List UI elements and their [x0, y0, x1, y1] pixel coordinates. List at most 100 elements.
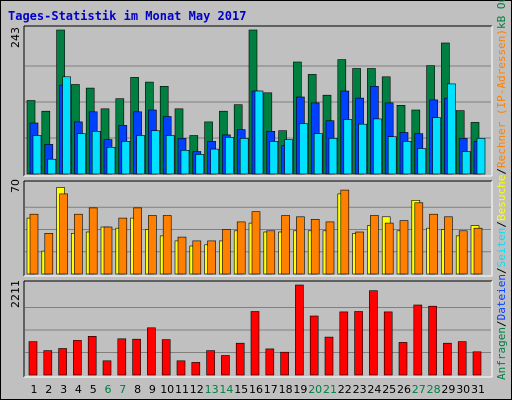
- hits-bar-seiten-day-15: [239, 138, 249, 175]
- hits-bar-seiten-day-1: [32, 135, 42, 175]
- day-label-1: 1: [31, 383, 38, 396]
- hits-bar-seiten-day-14: [225, 137, 234, 175]
- hits-bar-seiten-day-16: [254, 90, 264, 175]
- visits-ymax-label: 70: [9, 179, 22, 193]
- kbytes-bar-kb-f-day-27: [413, 304, 423, 376]
- day-label-29: 29: [441, 383, 455, 396]
- day-label-22: 22: [338, 383, 352, 396]
- visits-bar-rechner-ip-adressen--day-7: [118, 217, 128, 275]
- legend-segment: kB Out: [495, 0, 508, 29]
- day-label-28: 28: [427, 383, 441, 396]
- visits-bar-rechner-ip-adressen--day-17: [266, 230, 276, 275]
- legend: Anfragen/Dateien/Seiten/Besuche/Rechner …: [495, 0, 508, 380]
- chart-title: Tages-Statistik im Monat May 2017: [8, 9, 246, 23]
- legend-segment: Dateien: [495, 274, 508, 320]
- day-label-2: 2: [45, 383, 52, 396]
- kbytes-bar-kb-f-day-11: [176, 360, 186, 376]
- visits-bar-rechner-ip-adressen--day-5: [88, 207, 98, 275]
- hits-bar-seiten-day-5: [91, 131, 101, 175]
- day-label-8: 8: [134, 383, 141, 396]
- kbytes-bar-kb-f-day-20: [309, 315, 319, 376]
- visits-bar-rechner-ip-adressen--day-19: [296, 216, 305, 275]
- hits-bar-seiten-day-3: [62, 76, 71, 175]
- kbytes-bar-kb-f-day-31: [472, 351, 482, 376]
- visits-bar-rechner-ip-adressen--day-2: [44, 233, 54, 275]
- day-label-31: 31: [471, 383, 485, 396]
- kbytes-bar-kb-f-day-7: [117, 338, 127, 376]
- day-label-16: 16: [249, 383, 263, 396]
- visits-bar-rechner-ip-adressen--day-23: [355, 231, 364, 275]
- day-label-23: 23: [353, 383, 367, 396]
- kbytes-bar-kb-f-day-9: [147, 327, 156, 376]
- legend-segment: Besuche: [495, 175, 508, 221]
- visits-bar-rechner-ip-adressen--day-20: [310, 219, 320, 275]
- visits-bar-rechner-ip-adressen--day-15: [236, 221, 246, 275]
- hits-bar-seiten-day-23: [358, 123, 367, 175]
- kbytes-bar-kb-f-day-29: [443, 342, 452, 376]
- day-label-6: 6: [105, 383, 112, 396]
- kbytes-bar-kb-f-day-16: [250, 311, 260, 376]
- kbytes-bar-kb-f-day-30: [457, 341, 467, 376]
- day-label-17: 17: [264, 383, 278, 396]
- hits-bar-seiten-day-28: [432, 117, 441, 175]
- hits-bar-seiten-day-29: [447, 83, 456, 175]
- kbytes-bar-kb-f-day-19: [295, 284, 304, 376]
- visits-bar-rechner-ip-adressen--day-4: [74, 213, 83, 275]
- hits-bar-seiten-day-19: [299, 123, 308, 175]
- day-label-12: 12: [190, 383, 204, 396]
- visits-bar-rechner-ip-adressen--day-21: [325, 221, 335, 275]
- hits-bar-seiten-day-20: [313, 133, 323, 175]
- kbytes-ymax-label: 2211: [9, 280, 22, 308]
- visits-bar-rechner-ip-adressen--day-31: [473, 227, 483, 275]
- kbytes-bar-kb-f-day-13: [206, 350, 215, 376]
- hits-bar-seiten-day-10: [165, 135, 175, 175]
- visits-bar-rechner-ip-adressen--day-8: [133, 207, 142, 275]
- legend-segment: Rechner (IP-Adressen): [495, 29, 508, 168]
- legend-segment: /: [495, 221, 508, 228]
- day-label-13: 13: [205, 383, 219, 396]
- hits-bar-seiten-day-31: [476, 138, 486, 175]
- day-label-18: 18: [279, 383, 293, 396]
- visits-bar-rechner-ip-adressen--day-29: [444, 216, 453, 275]
- kbytes-bar-kb-f-day-18: [280, 351, 289, 376]
- hits-bar-seiten-day-11: [180, 150, 190, 175]
- kbytes-bar-kb-f-day-6: [102, 360, 112, 376]
- visits-bar-rechner-ip-adressen--day-9: [148, 215, 157, 275]
- visits-panel: [23, 180, 493, 277]
- kbytes-bar-kb-f-day-8: [132, 338, 141, 376]
- legend-segment: /: [495, 267, 508, 274]
- hits-bar-seiten-day-2: [47, 158, 57, 175]
- day-label-10: 10: [160, 383, 174, 396]
- day-label-5: 5: [90, 383, 97, 396]
- visits-bar-rechner-ip-adressen--day-14: [222, 229, 231, 275]
- day-labels: 1 2 3 4 5 6 7 8 9 10 11 12 13 14 15 16 17 18 19 20 21 22 23 24 2…: [31, 383, 486, 396]
- kbytes-bar-kb-f-day-5: [87, 335, 97, 376]
- hits-bar-seiten-day-18: [284, 139, 293, 175]
- hits-ymax-label: 243: [9, 27, 22, 48]
- visits-bar-rechner-ip-adressen--day-27: [414, 202, 424, 275]
- visits-bar-rechner-ip-adressen--day-1: [29, 213, 39, 275]
- day-label-20: 20: [308, 383, 322, 396]
- visits-bar-rechner-ip-adressen--day-22: [340, 189, 350, 275]
- visits-bar-rechner-ip-adressen--day-28: [429, 213, 438, 275]
- legend-segment: /: [495, 320, 508, 327]
- kbytes-bar-kb-f-day-21: [324, 336, 334, 376]
- day-label-24: 24: [367, 383, 381, 396]
- visits-bar-rechner-ip-adressen--day-30: [458, 230, 468, 275]
- hits-panel: [23, 25, 493, 177]
- legend-segment: Seiten: [495, 228, 508, 268]
- kbytes-bar-kb-f-day-25: [383, 311, 393, 376]
- visits-bar-rechner-ip-adressen--day-16: [251, 211, 261, 275]
- kbytes-bar-kb-f-day-24: [369, 290, 378, 376]
- hits-bar-seiten-day-30: [461, 151, 471, 175]
- kbytes-bar-kb-f-day-28: [428, 305, 437, 376]
- visits-bar-rechner-ip-adressen--day-6: [103, 226, 113, 275]
- kbytes-panel: [23, 280, 493, 378]
- visits-bar-rechner-ip-adressen--day-13: [207, 240, 216, 275]
- hits-bar-seiten-day-17: [269, 141, 279, 175]
- hits-bar-seiten-day-21: [328, 138, 338, 175]
- visits-bar-rechner-ip-adressen--day-10: [162, 215, 172, 275]
- hits-bar-seiten-day-26: [402, 141, 412, 175]
- visits-bar-rechner-ip-adressen--day-3: [59, 193, 68, 275]
